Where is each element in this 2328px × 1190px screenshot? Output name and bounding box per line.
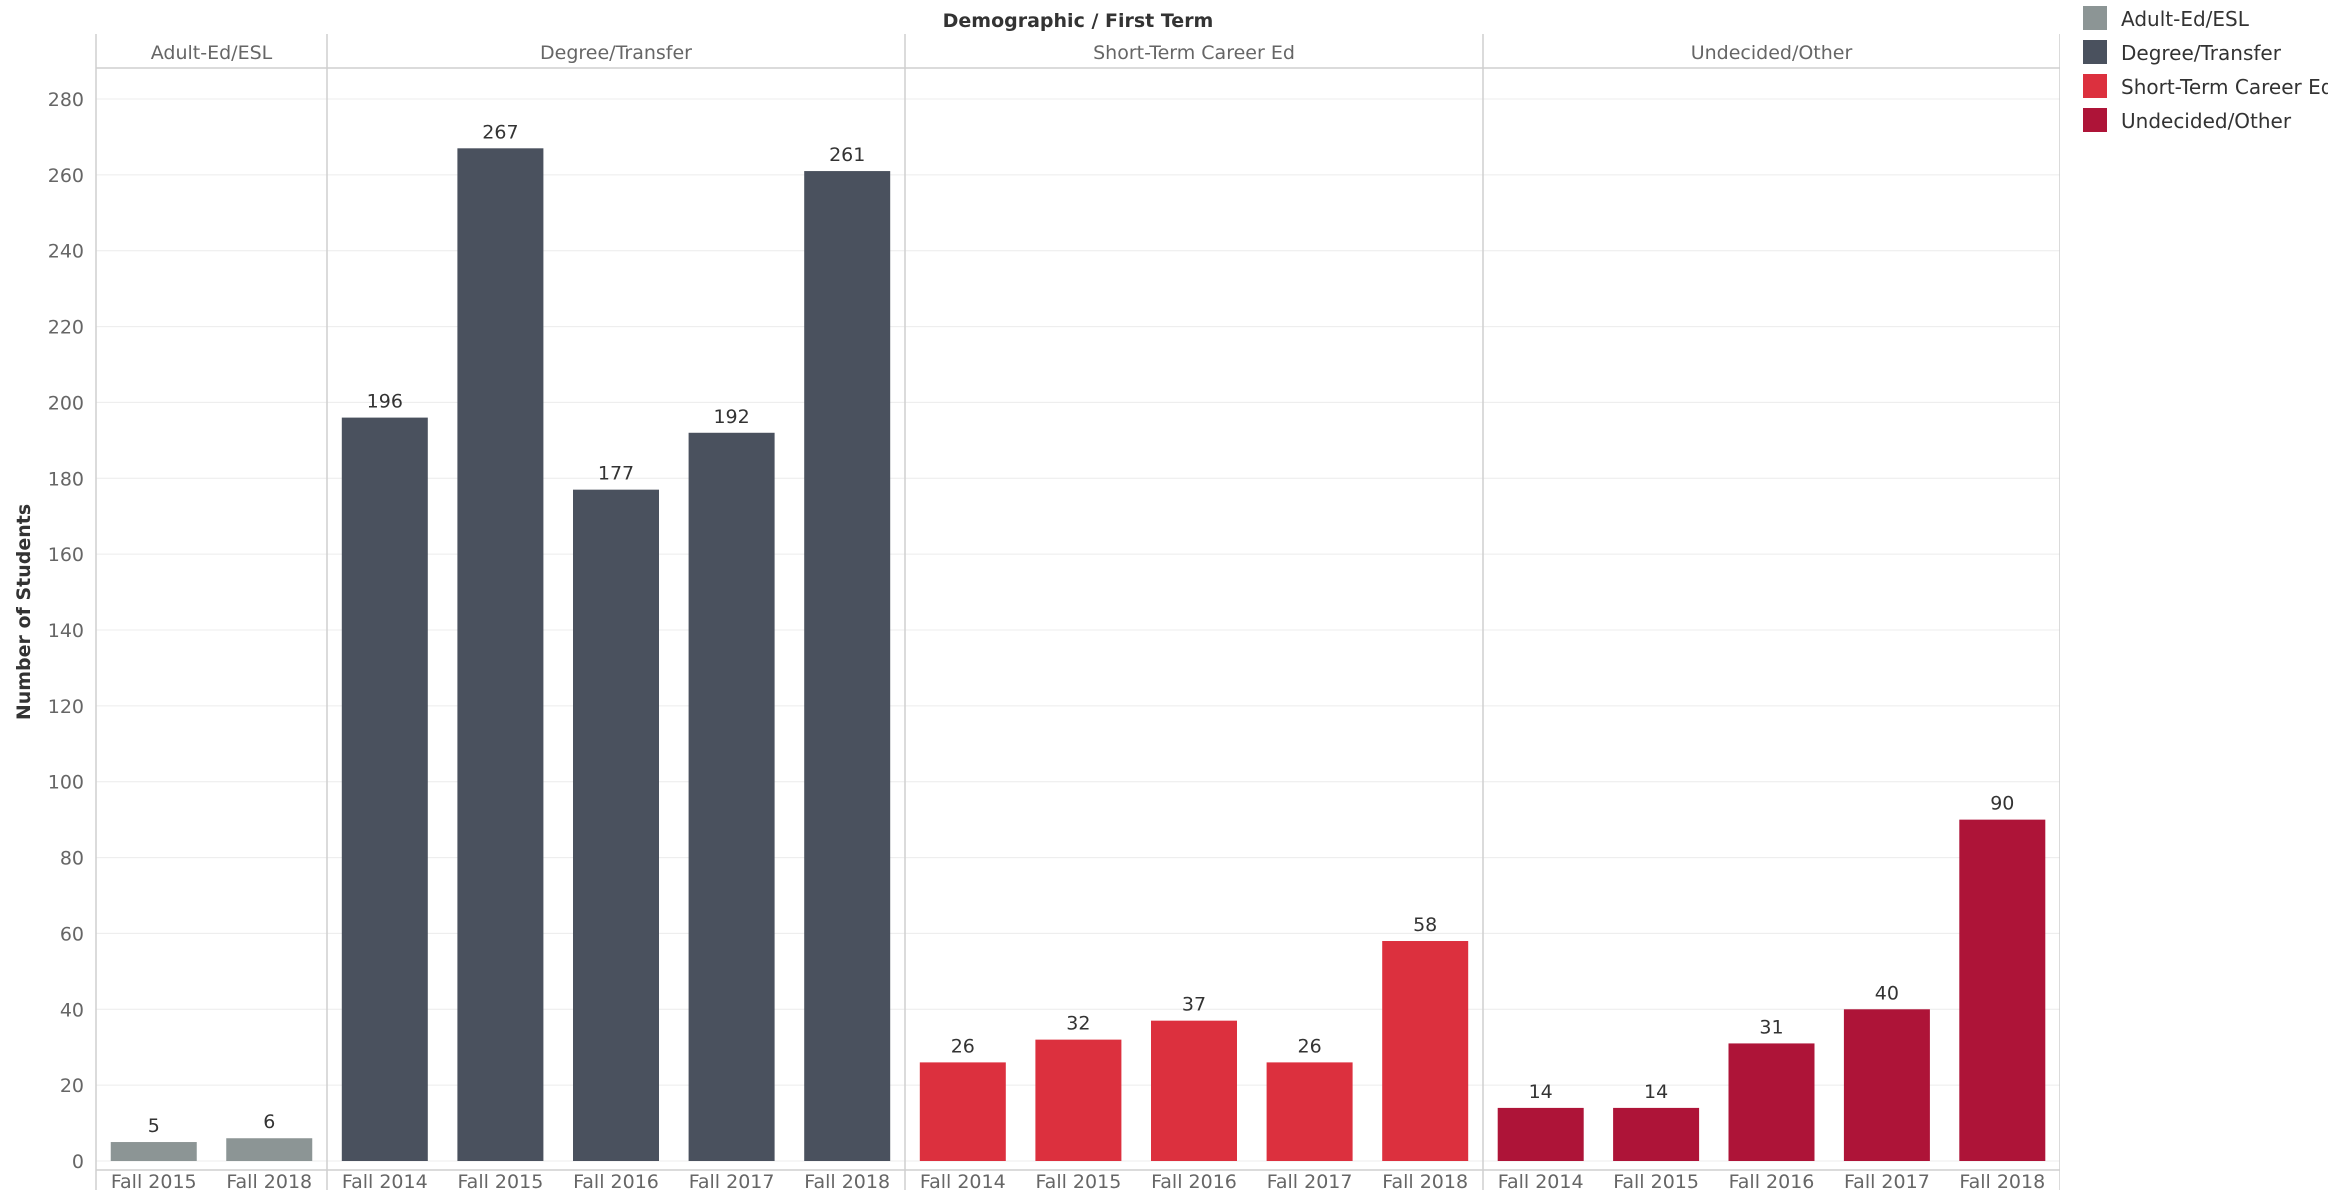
x-tick-label: Fall 2018 [1959, 1171, 2045, 1190]
legend-item-undecided-other[interactable]: Undecided/Other [2083, 108, 2328, 138]
x-tick-label: Fall 2015 [1036, 1171, 1122, 1190]
bar [573, 489, 659, 1161]
legend-swatch [2083, 74, 2107, 98]
y-tick-label: 80 [60, 848, 84, 870]
bar [341, 417, 428, 1162]
y-tick-label: 160 [48, 544, 84, 566]
y-tick-label: 260 [48, 165, 84, 187]
y-tick-label: 200 [48, 392, 84, 414]
x-tick-label: Fall 2014 [920, 1171, 1006, 1190]
data-label: 90 [1990, 793, 2014, 815]
y-tick-label: 220 [48, 317, 84, 339]
data-label: 261 [829, 144, 865, 166]
x-tick-label: Fall 2018 [804, 1171, 890, 1190]
x-tick-label: Fall 2017 [1844, 1171, 1930, 1190]
data-label: 196 [367, 391, 403, 413]
y-tick-label: 0 [72, 1151, 84, 1173]
legend-swatch [2083, 40, 2107, 64]
data-label: 14 [1529, 1081, 1553, 1103]
bar [110, 1142, 197, 1161]
bar [688, 432, 775, 1161]
y-tick-label: 240 [48, 241, 84, 263]
legend-label: Degree/Transfer [2121, 41, 2281, 65]
x-tick-label: Fall 2015 [458, 1171, 544, 1190]
x-tick-label: Fall 2017 [1267, 1171, 1353, 1190]
x-tick-label: Fall 2014 [342, 1171, 428, 1190]
bar [1382, 941, 1469, 1161]
legend-item-degree-transfer[interactable]: Degree/Transfer [2083, 40, 2328, 70]
x-tick-label: Fall 2017 [689, 1171, 775, 1190]
x-tick-label: Fall 2016 [1151, 1171, 1237, 1190]
data-label: 267 [482, 121, 518, 143]
data-label: 5 [148, 1115, 160, 1137]
bar [226, 1138, 313, 1161]
x-tick-label: Fall 2015 [1613, 1171, 1699, 1190]
data-label: 26 [1298, 1035, 1322, 1057]
data-label: 37 [1182, 994, 1206, 1016]
bar [1151, 1020, 1237, 1161]
y-tick-label: 120 [48, 696, 84, 718]
data-label: 177 [598, 463, 634, 485]
legend-item-adult-ed-esl[interactable]: Adult-Ed/ESL [2083, 6, 2328, 36]
panel-header-label: Degree/Transfer [540, 42, 692, 64]
legend-label: Adult-Ed/ESL [2121, 7, 2249, 31]
data-label: 14 [1644, 1081, 1668, 1103]
bar-chart: Demographic / First Term Number of Studen… [13, 10, 2060, 1190]
bar [1843, 1009, 1930, 1161]
data-label: 40 [1875, 982, 1899, 1004]
y-tick-label: 40 [60, 999, 84, 1021]
x-tick-label: Fall 2016 [1729, 1171, 1815, 1190]
data-label: 6 [263, 1111, 275, 1133]
data-label: 31 [1759, 1016, 1783, 1038]
x-tick-label: Fall 2016 [573, 1171, 659, 1190]
data-label: 192 [713, 406, 749, 428]
legend-label: Short-Term Career Ed [2121, 75, 2328, 99]
y-axis-title: Number of Students [13, 504, 35, 720]
y-tick-label: 280 [48, 89, 84, 111]
bar [1497, 1107, 1584, 1161]
bar [1035, 1039, 1122, 1161]
data-label: 32 [1066, 1013, 1090, 1035]
bar [457, 148, 544, 1162]
data-label: 58 [1413, 914, 1437, 936]
bar [1728, 1043, 1815, 1161]
x-tick-label: Fall 2018 [1382, 1171, 1468, 1190]
x-tick-label: Fall 2014 [1498, 1171, 1584, 1190]
legend-label: Undecided/Other [2121, 109, 2292, 133]
panel-header-label: Adult-Ed/ESL [151, 42, 273, 64]
y-tick-label: 20 [60, 1075, 84, 1097]
bar [1266, 1062, 1353, 1161]
x-tick-label: Fall 2015 [111, 1171, 197, 1190]
data-label: 26 [951, 1035, 975, 1057]
panel-header-label: Undecided/Other [1691, 42, 1853, 64]
y-tick-label: 100 [48, 772, 84, 794]
legend-item-short-term-career-ed[interactable]: Short-Term Career Ed [2083, 74, 2328, 104]
y-tick-label: 60 [60, 923, 84, 945]
y-tick-label: 180 [48, 468, 84, 490]
x-tick-label: Fall 2018 [226, 1171, 312, 1190]
bar [1959, 819, 2046, 1161]
chart-title: Demographic / First Term [943, 10, 1214, 32]
legend-swatch [2083, 108, 2107, 132]
bar [919, 1062, 1006, 1161]
bar [1613, 1107, 1700, 1161]
y-tick-label: 140 [48, 620, 84, 642]
legend-swatch [2083, 6, 2107, 30]
bar [804, 171, 891, 1162]
panel-header-label: Short-Term Career Ed [1093, 42, 1295, 64]
